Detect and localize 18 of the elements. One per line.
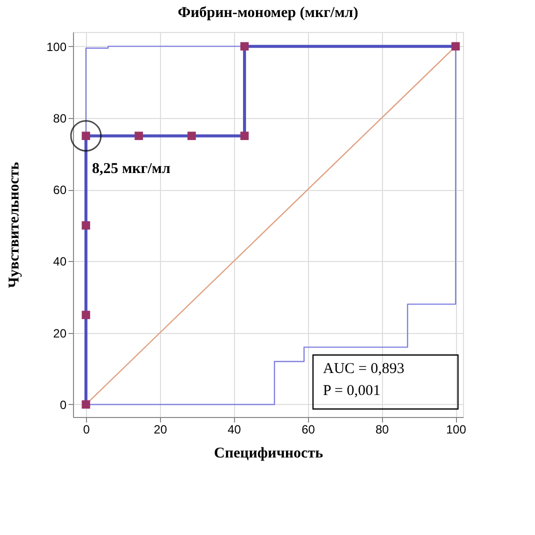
x-tick-label: 40 (228, 422, 242, 436)
y-tick-label: 100 (46, 40, 67, 54)
annotation: 8,25 мкг/мл (92, 160, 171, 177)
x-tick-label: 80 (375, 422, 390, 436)
x-tick-label: 20 (154, 422, 168, 436)
y-tick-label: 60 (53, 183, 67, 198)
x-tick-label: 0 (83, 422, 90, 436)
x-tick-label: 60 (302, 422, 316, 436)
chart-title: Фибрин-мономер (мкг/мл) (178, 5, 358, 21)
x-tick-label: 100 (446, 422, 466, 436)
x-axis-title: Специфичность (214, 446, 324, 462)
y-tick-label: 20 (53, 326, 67, 340)
y-tick-label: 0 (60, 398, 67, 412)
y-axis-title: Чувствительность (6, 162, 22, 288)
annotation: P = 0,001 (323, 383, 380, 399)
y-tick-label: 80 (53, 111, 67, 126)
y-tick-label: 40 (53, 254, 67, 269)
annotation: AUC = 0,893 (323, 361, 404, 377)
